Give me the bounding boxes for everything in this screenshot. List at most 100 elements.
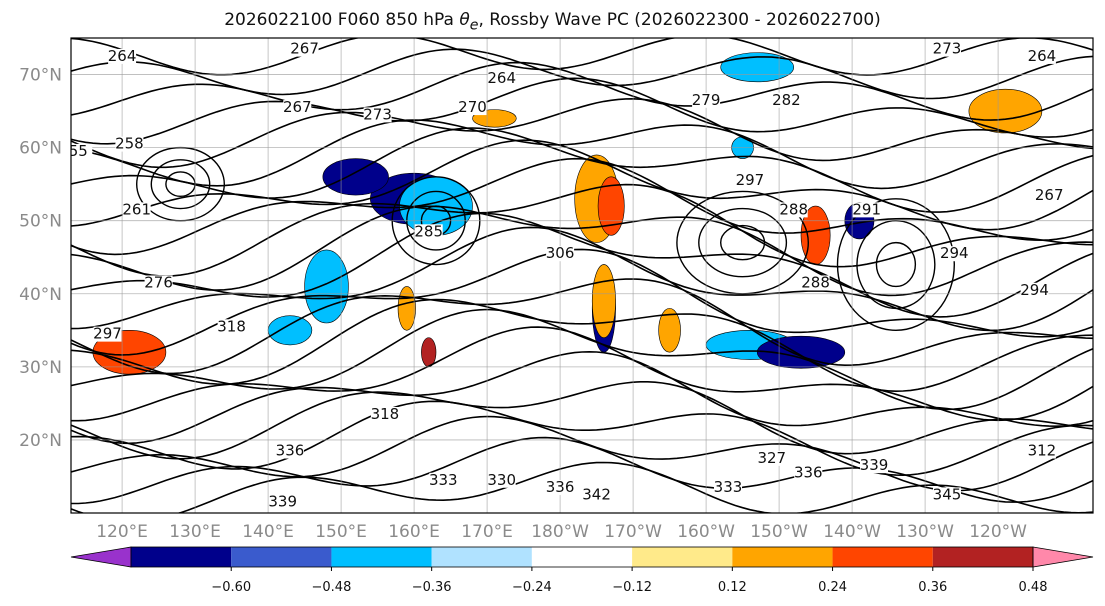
lon-tick-label-9: 150°W	[750, 522, 808, 542]
positive-anomaly-13	[591, 264, 616, 338]
colorbar-swatch-8	[932, 547, 1033, 567]
contour-label-20: 306	[546, 244, 575, 262]
colorbar-tick-label-5: 0.12	[718, 580, 747, 595]
contour-label-10: 258	[115, 135, 144, 153]
closed-contour-2-2	[150, 159, 211, 210]
lon-tick-label-10: 140°W	[823, 522, 881, 542]
contour-label-bg-23	[93, 326, 122, 342]
contour-label-bg-27	[429, 472, 458, 488]
theta-e-contours	[71, 38, 1093, 513]
theta-e-contour-17	[71, 127, 1093, 213]
colorbar-tick-label-1: −0.48	[312, 580, 352, 595]
lat-tick-label-0: 20°N	[19, 431, 62, 451]
colorbar-swatch-5	[632, 547, 733, 567]
contour-label-34: 339	[860, 456, 889, 474]
contour-label-19: 294	[1020, 281, 1049, 299]
chart-title: 2026022100 F060 850 hPa θe, Rossby Wave …	[0, 10, 1105, 33]
contour-label-16: 288	[801, 273, 830, 291]
colorbar-tick-label-8: 0.48	[1019, 580, 1048, 595]
lat-tick-label-1: 30°N	[19, 358, 62, 378]
contour-label-bg-21	[414, 224, 443, 240]
positive-anomaly-16	[968, 88, 1043, 134]
contour-label-layer: 264 267 264 267 273 270 279 282 273 264 258 55 261 29…	[71, 40, 1064, 511]
contour-label-5: 270	[458, 98, 487, 116]
colorbar-tick-label-6: 0.24	[818, 580, 847, 595]
lon-tick-label-4: 160°E	[388, 522, 440, 542]
contour-label-1: 267	[290, 40, 319, 58]
contour-label-bg-31	[714, 480, 742, 496]
contour-label-bg-32	[757, 450, 786, 466]
theta-e-contour-0	[71, 461, 1093, 513]
contour-label-bg-13	[735, 173, 764, 189]
theta-e-contour-4	[71, 381, 1093, 460]
longitude-axis: 120°E 130°E 140°E 150°E 160°E 170°E 180°W 170°W…	[96, 522, 1027, 542]
contour-label-bg-0	[108, 48, 137, 64]
contour-label-bg-26	[276, 443, 304, 459]
negative-anomaly-4	[267, 315, 313, 346]
lon-tick-label-1: 130°E	[169, 522, 221, 542]
colorbar-swatch-7	[832, 547, 933, 567]
theta-e-contour-18	[71, 119, 1093, 190]
lon-tick-label-3: 150°E	[315, 522, 367, 542]
contour-label-bg-15	[852, 202, 881, 218]
contour-label-bg-9	[1027, 48, 1056, 64]
contour-label-bg-10	[115, 136, 144, 152]
contour-label-36: 345	[933, 485, 962, 503]
lon-tick-label-6: 180°W	[531, 522, 589, 542]
theta-e-contour-22	[71, 48, 1093, 100]
contour-label-8: 273	[933, 40, 962, 58]
title-prefix: 2026022100 F060 850 hPa	[224, 10, 460, 30]
contour-label-29: 336	[546, 478, 575, 496]
closed-contour-0-2	[698, 207, 788, 278]
contour-label-12: 261	[122, 200, 151, 218]
colorbar: −0.60 −0.48 −0.36 −0.24 −0.12 0.12 0.24 0.36 0.4…	[70, 546, 1094, 595]
contour-label-3: 267	[283, 98, 312, 116]
theta-e-contour-19	[71, 97, 1093, 169]
contour-label-28: 330	[487, 471, 516, 489]
title-suffix: , Rossby Wave PC (2026022300 - 202602270…	[478, 10, 881, 30]
map-plot-area: 264 267 264 267 273 270 279 282 273 264 258 55 261 29…	[71, 38, 1093, 513]
contour-label-0: 264	[108, 47, 137, 65]
theta-e-contour-3	[71, 400, 1093, 477]
positive-anomaly-14	[658, 308, 681, 353]
contour-label-17: 294	[940, 244, 969, 262]
contour-label-26: 336	[276, 442, 305, 460]
contour-label-7: 282	[772, 91, 801, 109]
contour-label-bg-12	[122, 202, 151, 218]
colorbar-swatch-4	[531, 547, 633, 567]
lon-tick-label-5: 170°E	[461, 522, 513, 542]
colorbar-tick-label-3: −0.24	[512, 580, 552, 595]
contour-label-bg-28	[487, 472, 516, 488]
contour-label-bg-6	[692, 92, 721, 108]
contour-label-14: 288	[779, 200, 808, 218]
contour-label-33: 336	[794, 463, 823, 481]
contour-label-bg-25	[370, 407, 399, 422]
contour-label-22: 276	[144, 273, 173, 291]
contour-label-4: 273	[363, 105, 392, 123]
contour-label-bg-1	[290, 41, 319, 57]
contour-label-13: 297	[736, 171, 765, 189]
colorbar-swatch-0	[131, 547, 232, 567]
colorbar-extend-low	[70, 546, 132, 568]
theta-symbol: θ	[459, 10, 470, 30]
negative-anomaly-2	[322, 158, 389, 196]
closed-contour-1-1	[875, 241, 917, 288]
positive-anomaly-19	[421, 337, 437, 368]
colorbar-extend-high	[1032, 546, 1094, 568]
contour-label-bg-20	[546, 246, 575, 262]
theta-e-contour-10	[71, 248, 1093, 356]
contour-label-bg-29	[546, 480, 575, 496]
closed-contour-0-1	[719, 224, 766, 261]
contour-label-2: 264	[487, 69, 516, 87]
theta-subscript: e	[469, 17, 479, 34]
colorbar-swatch-6	[732, 547, 833, 567]
contour-label-bg-14	[779, 202, 808, 218]
contour-label-35: 339	[268, 493, 297, 511]
contour-label-23: 297	[93, 325, 122, 343]
contour-label-18: 267	[1035, 186, 1064, 204]
lon-tick-label-0: 120°E	[96, 522, 148, 542]
theta-e-contour-13	[71, 205, 1093, 297]
contour-label-bg-37	[1027, 443, 1056, 459]
contour-label-15: 291	[852, 200, 881, 218]
